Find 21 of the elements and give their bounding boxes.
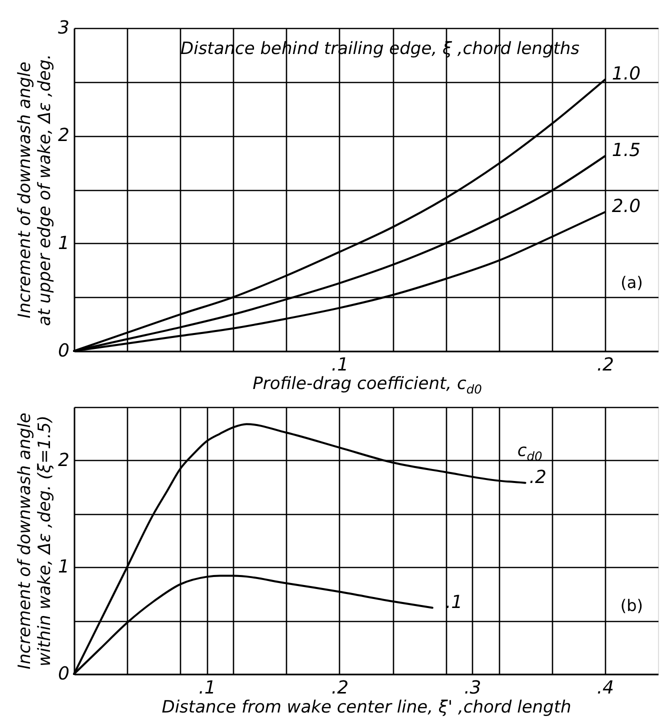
y-tick-label: 0 xyxy=(58,340,70,362)
y-tick-label: 2 xyxy=(58,450,70,471)
series-label: 1.0 xyxy=(612,64,641,85)
series-label: 2.0 xyxy=(612,196,641,218)
x-tick-label: .2 xyxy=(331,678,349,698)
y-tick-label: 0 xyxy=(58,664,70,684)
series-label: .2 xyxy=(529,466,546,488)
annotation: (a) xyxy=(620,273,643,292)
series-label: 1.5 xyxy=(612,140,641,162)
y-tick-label: 1 xyxy=(58,232,70,254)
x-tick-label: .4 xyxy=(596,678,614,698)
y-axis-title: Increment of downwash angle within wake, Δε ,deg. (ξ=1.5) xyxy=(15,412,56,670)
x-tick-label: .1 xyxy=(198,678,216,698)
series-label: .1 xyxy=(445,592,463,613)
y-tick-label: 2 xyxy=(58,125,70,146)
annotation: (b) xyxy=(620,596,644,615)
y-axis-title: Increment of downwash angle at upper edge of wake, Δε ,deg. xyxy=(15,54,56,326)
x-axis-title: Distance from wake center line, ξ' ,chord length xyxy=(162,698,572,718)
y-tick-label: 3 xyxy=(58,18,70,38)
y-tick-label: 1 xyxy=(58,556,70,578)
x-tick-label: .3 xyxy=(464,678,482,698)
